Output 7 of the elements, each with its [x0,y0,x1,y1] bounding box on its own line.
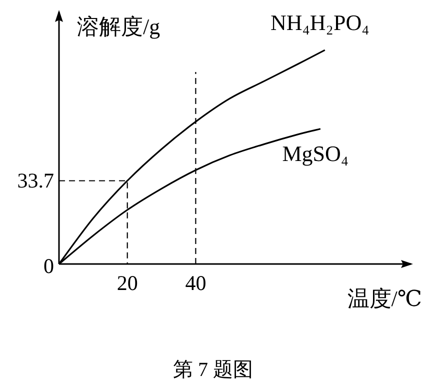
xlabel: 温度/℃ [347,286,422,311]
y-tick: 33.7 [17,168,54,193]
y-tick: 0 [44,254,54,278]
ylabel: 溶解度/g [77,14,160,39]
annotation: 第 7 题图 [173,359,253,381]
x-tick: 40 [185,271,206,295]
x-tick: 20 [116,271,138,295]
